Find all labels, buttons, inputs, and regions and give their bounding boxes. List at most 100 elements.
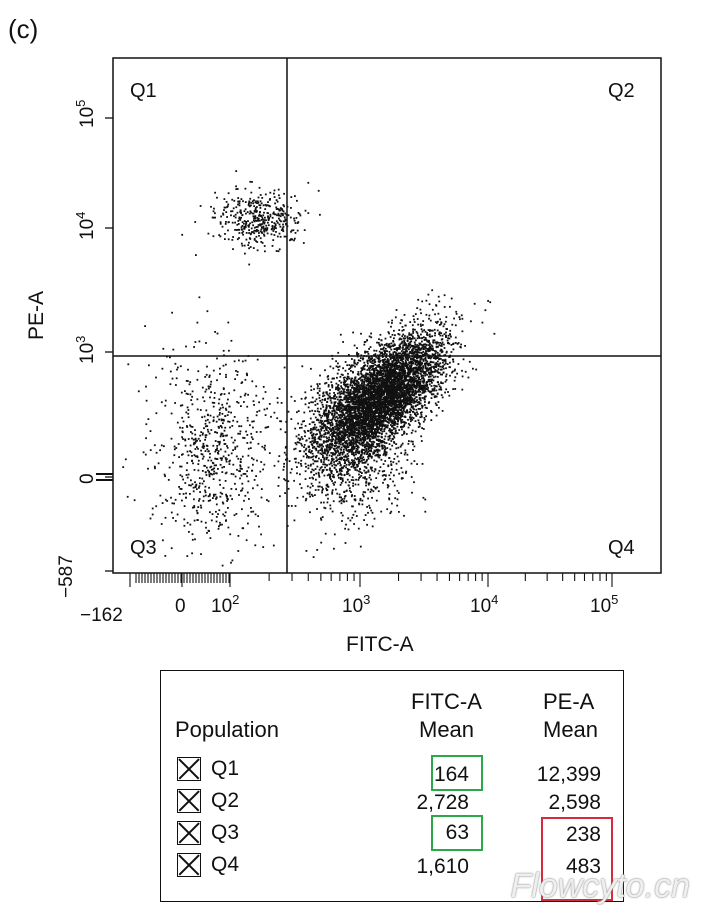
event-dot [373, 361, 376, 363]
event-dot [255, 235, 258, 238]
event-dot [214, 191, 216, 194]
event-dot [393, 419, 396, 422]
event-dot [390, 464, 393, 466]
event-dot [381, 417, 383, 419]
event-dot [437, 368, 440, 371]
event-dot [166, 500, 169, 502]
event-dot [217, 527, 220, 530]
event-dot [422, 387, 425, 390]
event-dot [231, 198, 234, 201]
event-dot [232, 419, 235, 422]
event-dot [415, 408, 418, 411]
event-dot [315, 460, 317, 463]
event-dot [264, 216, 266, 219]
event-dot [438, 300, 441, 303]
event-dot [231, 221, 234, 224]
event-dot [404, 405, 406, 407]
event-dot [251, 438, 254, 440]
event-dot [407, 363, 410, 366]
event-dot [351, 403, 354, 405]
event-dot [323, 429, 326, 432]
event-dot [342, 404, 344, 407]
event-dot [283, 205, 285, 208]
event-dot [221, 501, 224, 504]
event-dot [387, 321, 390, 324]
event-dot [315, 398, 318, 401]
event-dot [183, 518, 186, 521]
event-dot [426, 334, 429, 336]
event-dot [255, 414, 258, 417]
event-dot [344, 361, 347, 363]
event-dot [375, 402, 378, 404]
event-dot [443, 323, 446, 326]
event-dot [357, 435, 360, 438]
event-dot [356, 353, 358, 356]
event-dot [169, 370, 172, 373]
event-dot [355, 434, 358, 437]
event-dot [359, 413, 362, 416]
event-dot [358, 409, 360, 411]
event-dot [246, 405, 249, 408]
event-dot [211, 461, 214, 464]
event-dot [212, 369, 215, 372]
event-dot [419, 423, 421, 425]
event-dot [318, 390, 321, 392]
event-dot [401, 421, 404, 423]
event-dot [430, 366, 433, 368]
event-dot [330, 452, 333, 454]
event-dot [213, 397, 216, 399]
event-dot [348, 392, 350, 394]
event-dot [230, 452, 233, 455]
event-dot [412, 394, 414, 397]
event-dot [323, 474, 326, 477]
event-dot [185, 496, 187, 499]
event-dot [429, 361, 432, 364]
event-dot [262, 204, 265, 207]
event-dot [243, 225, 246, 228]
event-dot [241, 244, 244, 247]
event-dot [327, 450, 330, 453]
event-dot [239, 209, 242, 212]
event-dot [380, 386, 383, 389]
event-dot [311, 495, 314, 497]
event-dot [358, 420, 360, 423]
event-dot [229, 459, 231, 462]
event-dot [371, 412, 374, 414]
event-dot [311, 435, 314, 438]
event-dot [331, 480, 333, 482]
event-dot [328, 431, 330, 434]
event-dot [342, 376, 345, 379]
event-dot [379, 345, 381, 347]
event-dot [416, 413, 419, 415]
event-dot [417, 362, 420, 364]
event-dot [338, 365, 341, 368]
event-dot [421, 397, 424, 399]
event-dot [245, 221, 247, 223]
event-dot [221, 466, 224, 469]
event-dot [245, 232, 248, 234]
event-dot [370, 358, 372, 361]
event-dot [362, 367, 365, 369]
event-dot [420, 344, 423, 346]
event-dot [219, 235, 222, 238]
event-dot [278, 214, 281, 217]
event-dot [427, 402, 430, 404]
event-dot [353, 431, 356, 433]
event-dot [424, 406, 427, 409]
event-dot [384, 426, 387, 428]
event-dot [372, 434, 375, 437]
event-dot [238, 359, 240, 362]
event-dot [241, 455, 244, 458]
event-dot [224, 511, 227, 514]
event-dot [285, 223, 288, 226]
event-dot [221, 564, 224, 567]
event-dot [416, 399, 418, 401]
event-dot [181, 436, 183, 439]
event-dot [338, 400, 341, 403]
event-dot [438, 371, 441, 374]
event-dot [311, 396, 314, 399]
event-dot [404, 357, 407, 359]
event-dot [458, 316, 461, 318]
event-dot [222, 513, 225, 516]
event-dot [424, 372, 426, 375]
